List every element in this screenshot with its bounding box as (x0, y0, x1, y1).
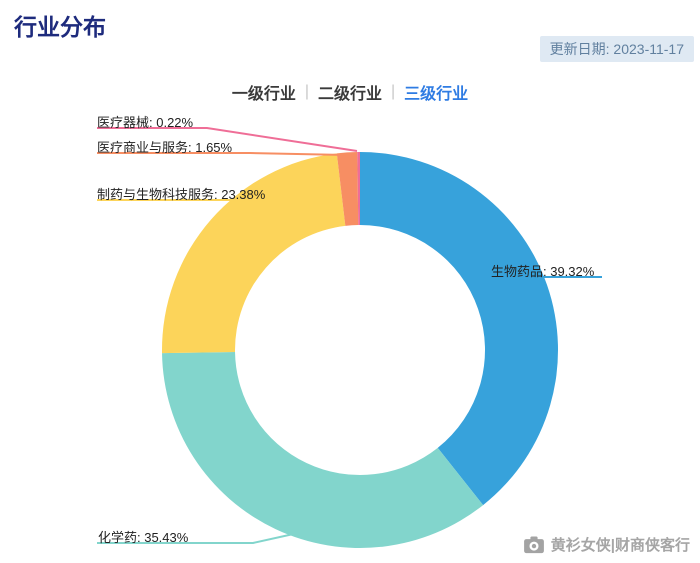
slice-label-chemical-pharma: 化学药: 35.43% (98, 530, 189, 545)
slice-label-bio-pharma: 生物药品: 39.32% (491, 264, 595, 279)
tab-industry-level-1[interactable]: 一级行业 (231, 86, 296, 103)
label-line-medical-commerce-services (97, 152, 347, 156)
watermark-text: 黄衫女侠|财商侠客行 (550, 537, 690, 554)
tab-industry-level-2[interactable]: 二级行业 (317, 86, 383, 103)
tab-separator: | (304, 83, 309, 100)
slice-label-medical-devices: 医疗器械: 0.22% (97, 115, 194, 130)
donut-slice-medical-devices[interactable] (357, 152, 360, 226)
update-date-badge: 更新日期: 2023-11-17 (539, 36, 694, 62)
donut-slice-chemical-pharma[interactable] (162, 351, 484, 549)
industry-level-tabs: 一级行业 | 二级行业 | 三级行业 (232, 80, 468, 104)
label-line-chemical-pharma (97, 532, 299, 544)
watermark: 黄衫女侠|财商侠客行 (523, 534, 690, 555)
camera-icon (523, 535, 544, 553)
slice-label-pharma-biotech-services: 制药与生物科技服务: 23.38% (97, 187, 266, 202)
slice-label-medical-commerce-services: 医疗商业与服务: 1.65% (97, 140, 233, 155)
donut-slice-bio-pharma[interactable] (360, 152, 559, 506)
label-line-medical-devices (97, 127, 358, 152)
page-title: 行业分布 (14, 14, 106, 40)
donut-slice-medical-commerce-services[interactable] (336, 152, 359, 226)
donut-slice-pharma-biotech-services[interactable] (161, 153, 346, 354)
tab-separator: | (391, 83, 396, 100)
tab-industry-level-3[interactable]: 三级行业 (404, 86, 469, 103)
